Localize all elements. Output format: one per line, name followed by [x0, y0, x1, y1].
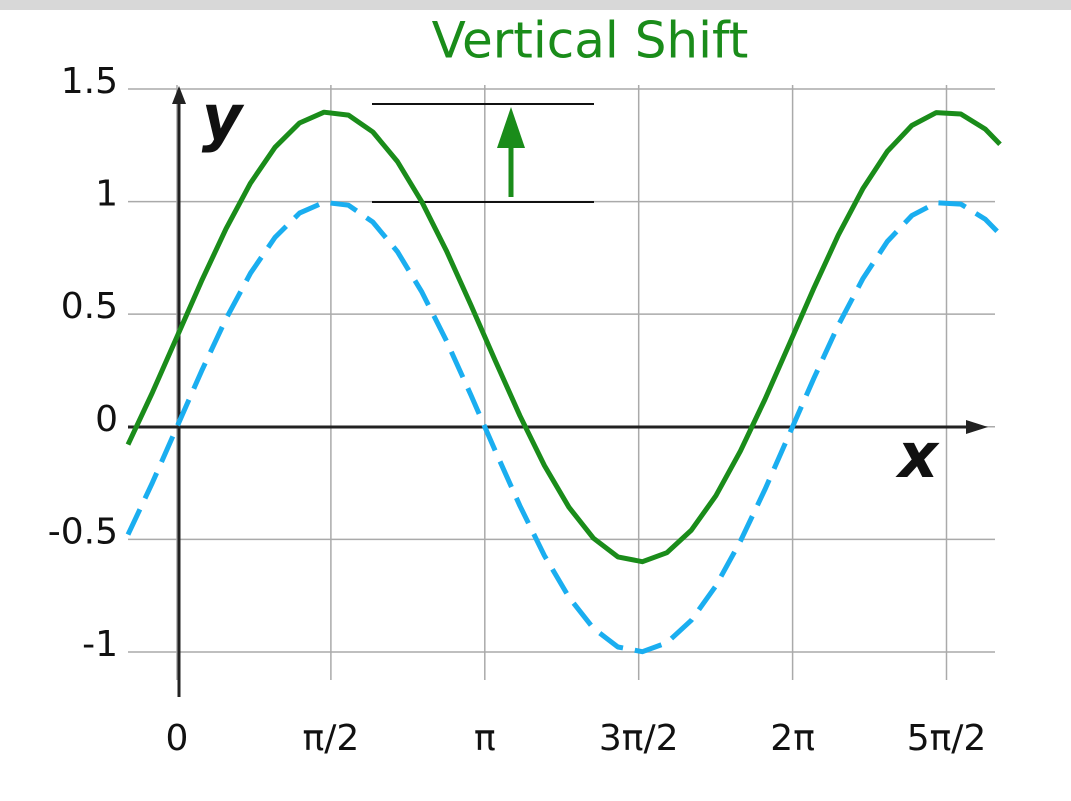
x-tick-label: 5π/2 [907, 718, 987, 759]
shift-indicator [372, 103, 594, 203]
x-tick-label: 2π [770, 718, 815, 759]
line-series [125, 199, 1002, 655]
top-bar [0, 0, 1071, 10]
y-arrow [172, 86, 186, 104]
axes [128, 86, 988, 697]
y-axis-label: y [202, 81, 245, 154]
x-arrow [966, 420, 988, 434]
y-tick-label: 0.5 [61, 286, 118, 327]
x-tick-label: 3π/2 [599, 718, 679, 759]
y-tick-label: 1.5 [61, 61, 118, 102]
y-tick-label: 0 [95, 399, 118, 440]
chart-title: Vertical Shift [432, 12, 749, 70]
x-tick-label: π [474, 718, 496, 759]
y-tick-label: -0.5 [48, 511, 118, 552]
line-series [125, 109, 1002, 565]
y-tick-label: -1 [82, 624, 118, 665]
y-tick-label: 1 [95, 174, 118, 215]
shift-arrowhead [497, 107, 525, 148]
x-tick-label: 0 [166, 718, 189, 759]
x-tick-label: π/2 [303, 718, 360, 759]
x-axis-label: x [895, 419, 940, 492]
